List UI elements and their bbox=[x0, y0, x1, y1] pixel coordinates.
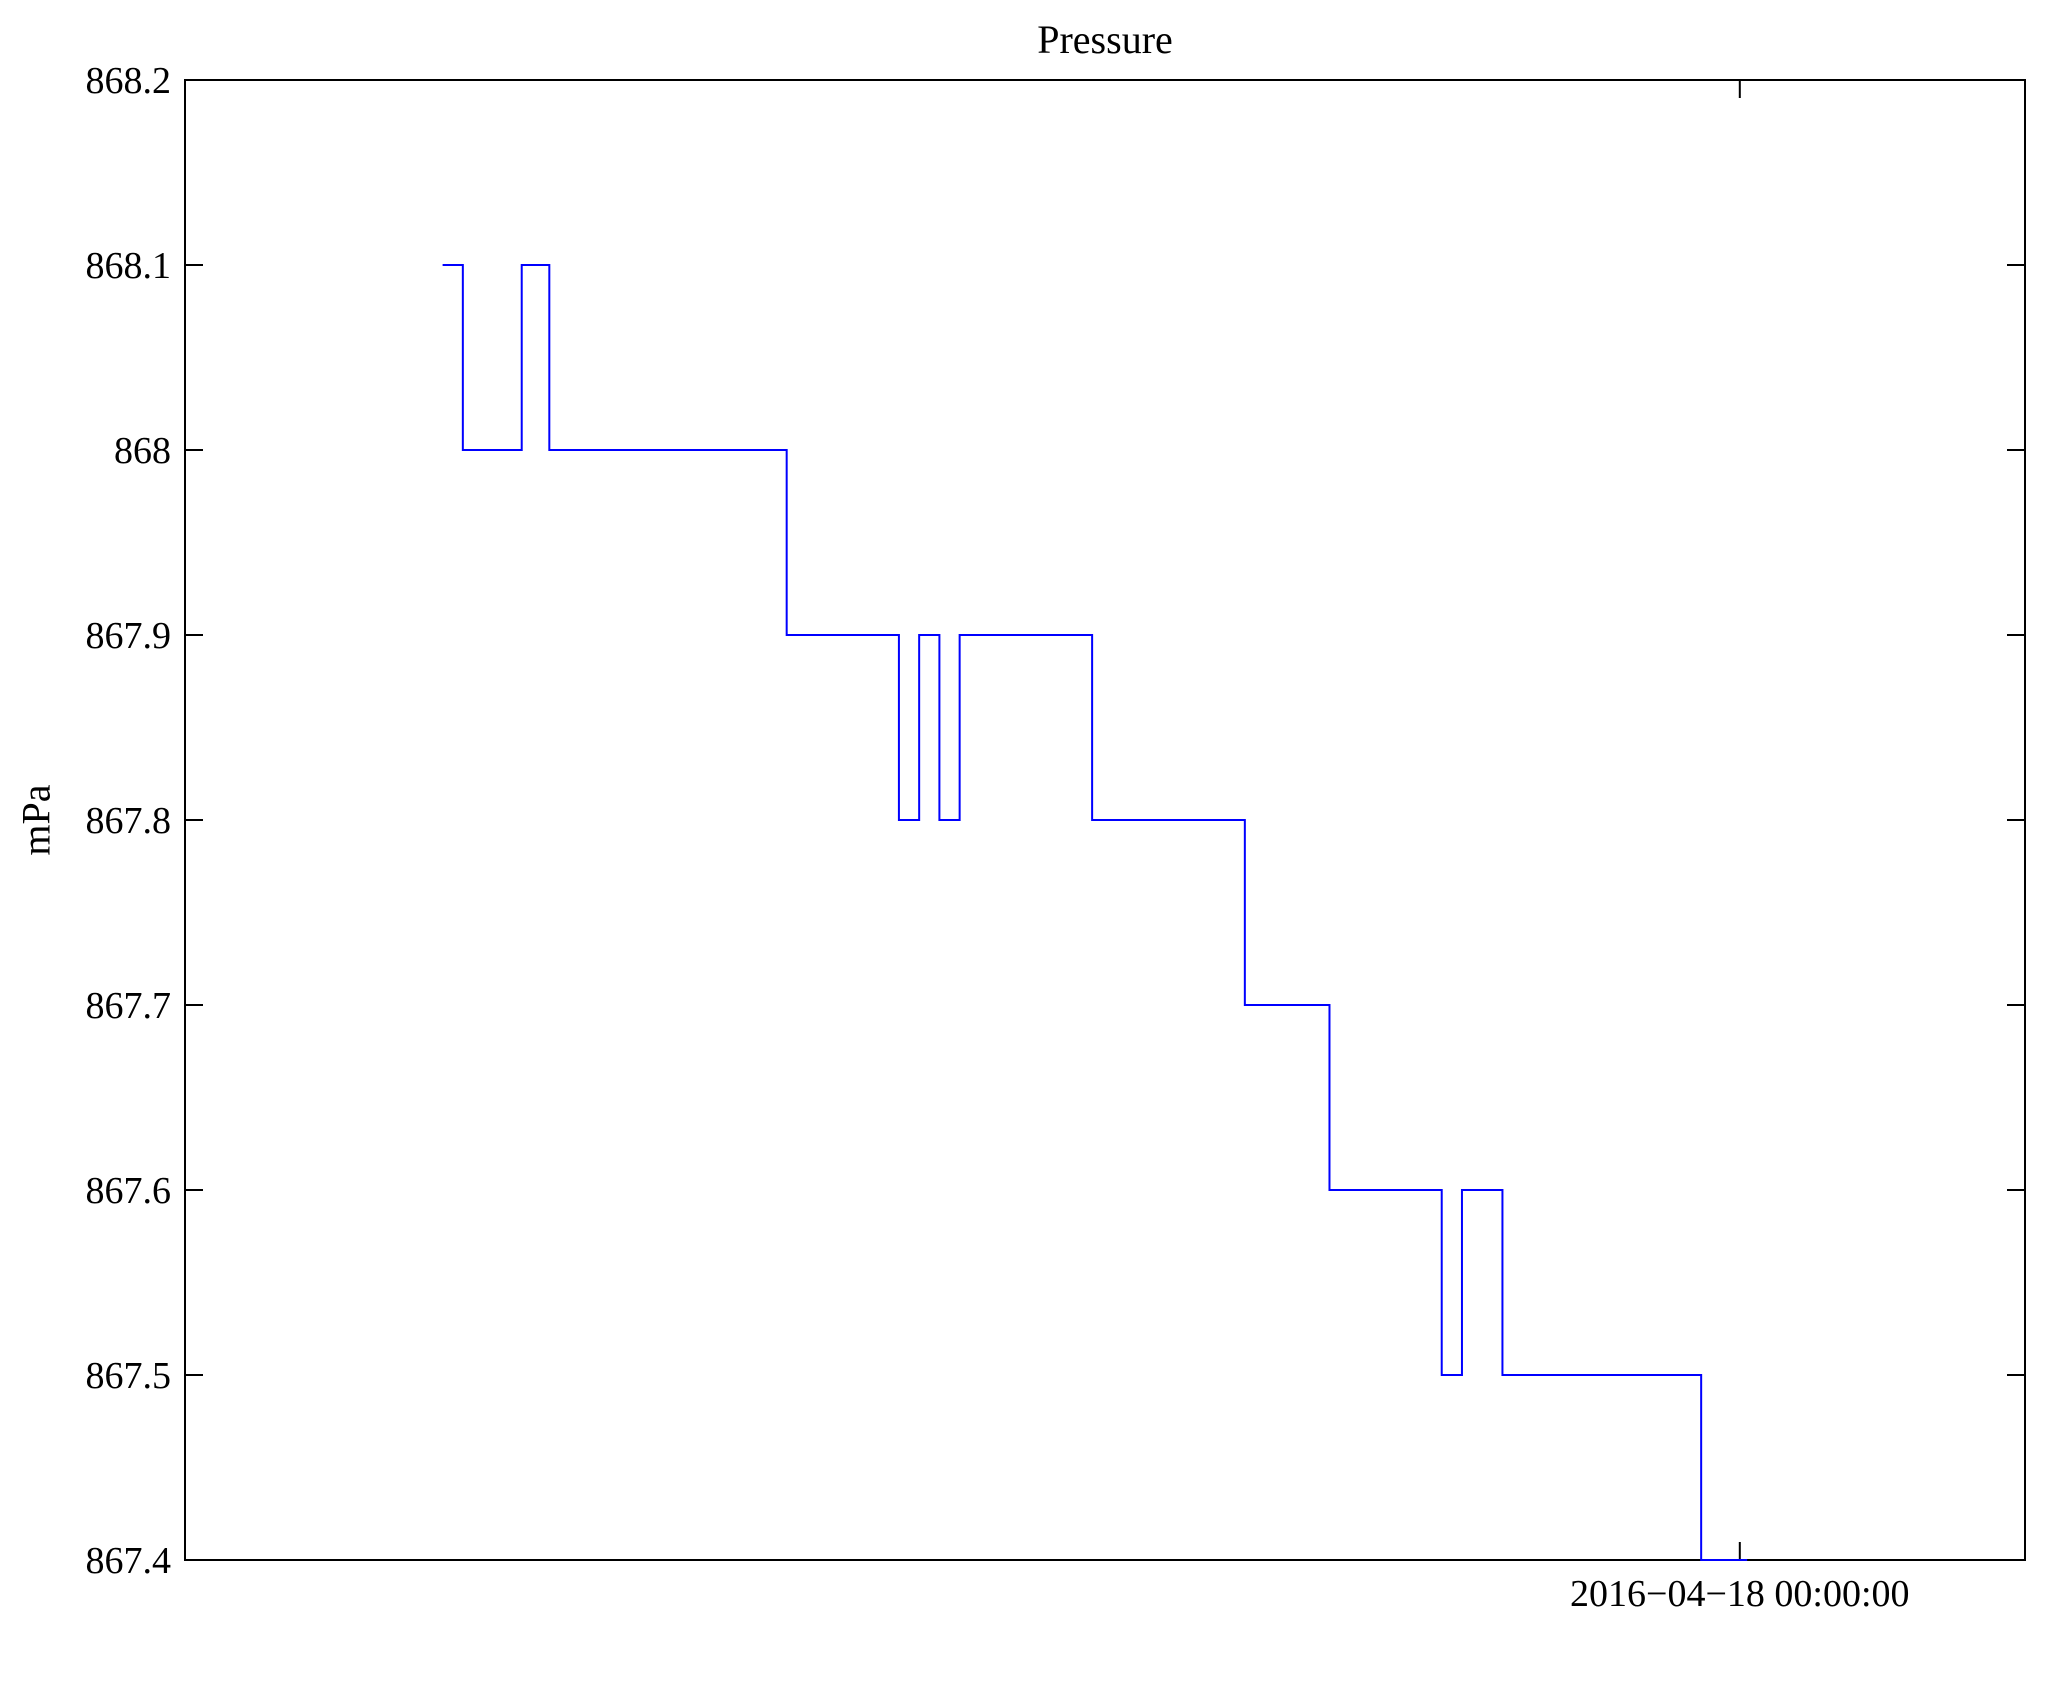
series-line bbox=[442, 264, 1748, 1561]
y-tick-label: 867.8 bbox=[86, 800, 172, 842]
y-tick-label: 868 bbox=[114, 430, 171, 472]
chart-title: Pressure bbox=[1037, 17, 1173, 62]
y-tick-label: 868.1 bbox=[86, 245, 172, 287]
y-tick-label: 867.9 bbox=[86, 615, 172, 657]
x-tick-label: 2016−04−18 00:00:00 bbox=[1570, 1573, 1910, 1615]
y-tick-label: 867.7 bbox=[86, 985, 172, 1027]
y-tick-label: 868.2 bbox=[86, 60, 172, 102]
y-tick-label: 867.4 bbox=[86, 1540, 172, 1582]
y-tick-label: 867.5 bbox=[86, 1355, 172, 1397]
y-tick-label: 867.6 bbox=[86, 1170, 172, 1212]
